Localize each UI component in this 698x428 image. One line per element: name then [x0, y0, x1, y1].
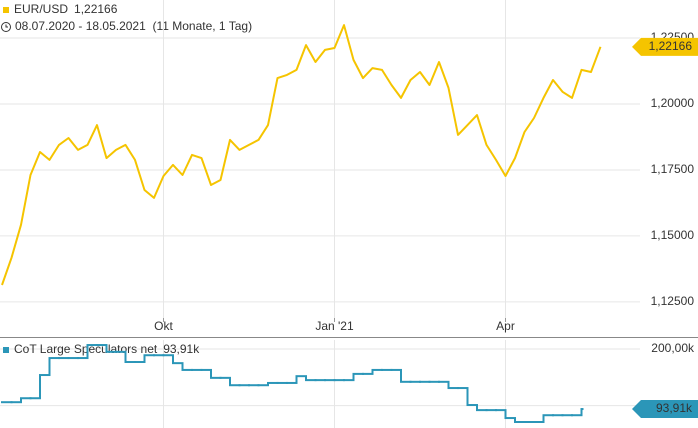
subtitle: 08.07.2020 - 18.05.2021 (11 Monate, 1 Ta…: [15, 19, 252, 33]
y-tick-label: 1,12500: [651, 294, 695, 308]
legend-value: 93,91k: [163, 342, 200, 356]
clock-hand: [5, 24, 8, 28]
value-badge-label: 1,22166: [649, 39, 693, 53]
x-tick-label: Okt: [154, 319, 173, 333]
legend-swatch: [3, 347, 9, 353]
x-tick-label: Apr: [496, 319, 515, 333]
y-tick-label: 200,00k: [651, 341, 695, 355]
legend-value: 1,22166: [74, 2, 118, 16]
value-badge: [632, 400, 698, 419]
y-tick-label: 1,17500: [651, 162, 695, 176]
legend-label: CoT Large Speculators net: [14, 342, 158, 356]
x-tick-label: Jan '21: [315, 319, 354, 333]
legend-swatch: [3, 7, 9, 13]
line: [1, 24, 602, 286]
y-tick-label: 1,15000: [651, 228, 695, 242]
value-badge: [632, 37, 698, 56]
legend-label: EUR/USD: [14, 2, 68, 16]
y-tick-label: 1,20000: [651, 96, 695, 110]
value-badge-label: 93,91k: [656, 401, 693, 415]
clock-icon: [1, 22, 11, 32]
